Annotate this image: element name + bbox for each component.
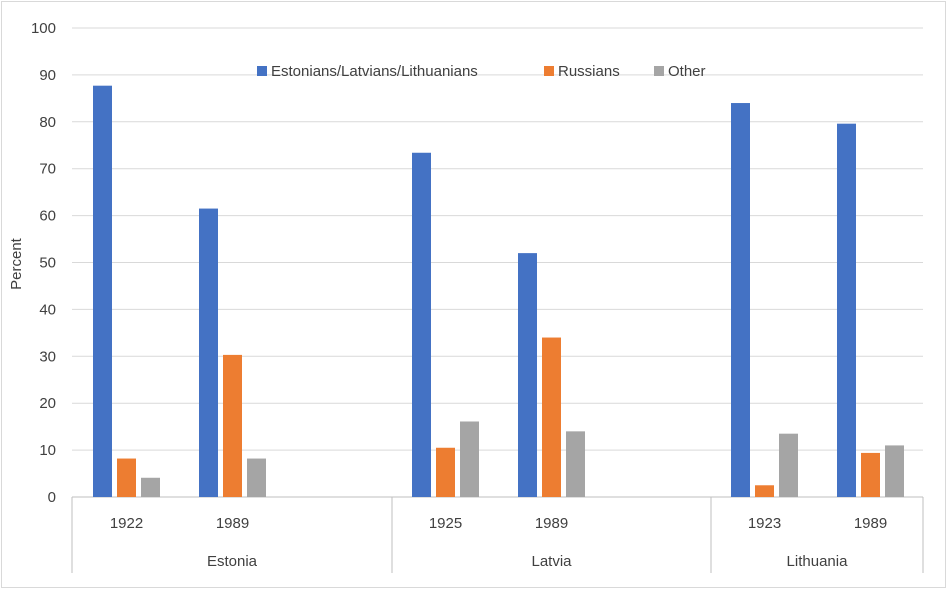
y-tick-label: 40 — [39, 301, 56, 318]
group-label-lithuania: Lithuania — [787, 553, 849, 570]
bar-estonians-latvians-lithuanians-latvia-1925 — [412, 152, 431, 497]
legend-swatch — [654, 66, 664, 76]
legend: Estonians/Latvians/Lithuanians Russians Ot… — [257, 63, 706, 80]
y-tick-label: 0 — [48, 489, 56, 506]
y-tick-label: 30 — [39, 348, 56, 365]
group-label-estonia: Estonia — [207, 553, 258, 570]
bar-russians-latvia-1989 — [542, 337, 561, 497]
legend-swatch — [257, 66, 267, 76]
x-tick-label: 1923 — [748, 515, 781, 532]
x-tick-label: 1922 — [110, 515, 143, 532]
bar-other-estonia-1922 — [141, 477, 160, 497]
x-axis: 1922 1989 1925 1989 1923 1989 Estonia Latvia Lit… — [71, 497, 924, 573]
y-axis-title: Percent — [8, 237, 25, 290]
y-tick-label: 90 — [39, 67, 56, 84]
bar-russians-lithuania-1923 — [755, 485, 774, 497]
bars — [93, 85, 904, 498]
bar-estonians-latvians-lithuanians-latvia-1989 — [518, 253, 537, 497]
x-tick-label: 1925 — [429, 515, 462, 532]
legend-label: Estonians/Latvians/Lithuanians — [271, 63, 478, 80]
legend-label: Russians — [558, 63, 620, 80]
y-tick-label: 20 — [39, 395, 56, 412]
bar-estonians-latvians-lithuanians-estonia-1989 — [199, 208, 218, 497]
x-tick-label: 1989 — [216, 515, 249, 532]
legend-swatch — [544, 66, 554, 76]
bar-other-latvia-1925 — [460, 421, 479, 497]
bar-russians-estonia-1922 — [117, 458, 136, 497]
y-tick-label: 100 — [31, 20, 56, 37]
bar-other-lithuania-1989 — [885, 445, 904, 497]
bar-estonians-latvians-lithuanians-lithuania-1923 — [731, 103, 750, 497]
bar-russians-estonia-1989 — [223, 354, 242, 497]
bar-russians-latvia-1925 — [436, 447, 455, 497]
bar-other-lithuania-1923 — [779, 433, 798, 497]
bar-other-estonia-1989 — [247, 458, 266, 497]
y-axis-ticks: 0 10 20 30 40 50 60 70 80 90 100 — [31, 20, 56, 506]
group-label-latvia: Latvia — [531, 553, 572, 570]
legend-label: Other — [668, 63, 706, 80]
x-tick-label: 1989 — [854, 515, 887, 532]
bar-other-latvia-1989 — [566, 431, 585, 497]
y-tick-label: 80 — [39, 114, 56, 131]
bar-estonians-latvians-lithuanians-lithuania-1989 — [837, 123, 856, 498]
y-tick-label: 60 — [39, 208, 56, 225]
y-tick-label: 70 — [39, 161, 56, 178]
bar-estonians-latvians-lithuanians-estonia-1922 — [93, 85, 112, 497]
bar-russians-lithuania-1989 — [861, 452, 880, 497]
y-tick-label: 50 — [39, 255, 56, 272]
y-tick-label: 10 — [39, 442, 56, 459]
x-tick-label: 1989 — [535, 515, 568, 532]
